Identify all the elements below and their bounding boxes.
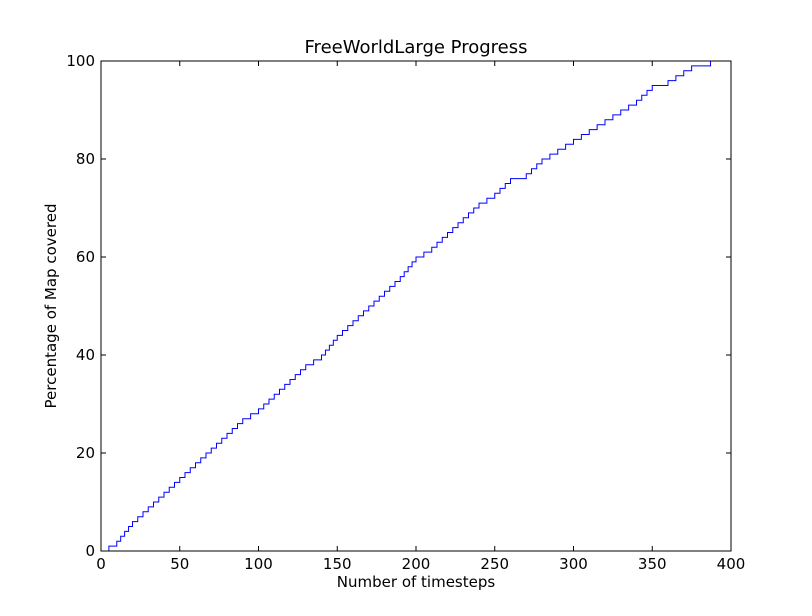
x-tick-label: 0	[96, 555, 106, 573]
x-tick-label: 250	[480, 555, 509, 573]
y-tick-label: 60	[76, 248, 95, 266]
y-axis-label: Percentage of Map covered	[42, 204, 60, 409]
x-tick-label: 350	[638, 555, 667, 573]
x-tick-label: 200	[402, 555, 431, 573]
x-tick-label: 300	[559, 555, 588, 573]
y-tick-label: 100	[66, 52, 95, 70]
y-tick-label: 80	[76, 150, 95, 168]
x-tick-label: 100	[244, 555, 273, 573]
x-tick-label: 150	[323, 555, 352, 573]
x-tick-label: 50	[170, 555, 189, 573]
y-tick-label: 0	[85, 542, 95, 560]
x-tick-label: 400	[717, 555, 746, 573]
y-tick-label: 40	[76, 346, 95, 364]
plot-area	[101, 61, 731, 551]
y-tick-label: 20	[76, 444, 95, 462]
x-axis-label: Number of timesteps	[337, 573, 496, 591]
chart-title: FreeWorldLarge Progress	[305, 37, 528, 58]
series-line	[101, 61, 712, 552]
y-axis-ticks: 0 20 40 60 80 100	[66, 52, 731, 560]
x-axis-ticks: 0 50 100 150 200 250 300 350 400	[96, 61, 745, 573]
